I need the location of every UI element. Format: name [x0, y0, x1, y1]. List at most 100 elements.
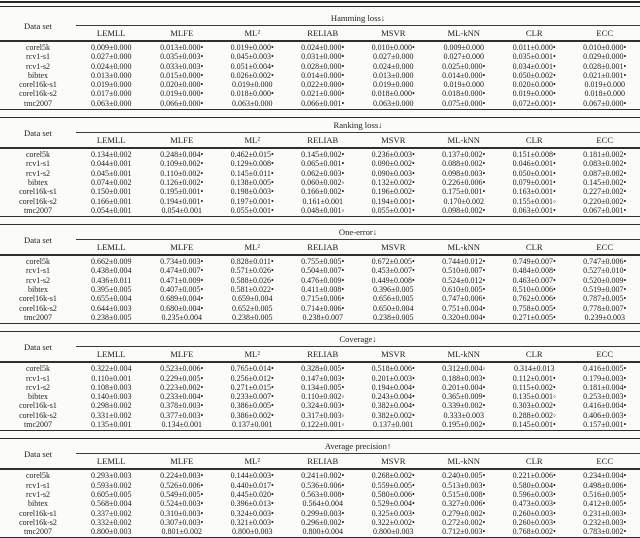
metric-value: 0.333±0.003	[443, 410, 484, 420]
metric-value: 0.272±0.002•	[442, 517, 486, 527]
table-row: corel5k 0.009±0.000 0.013±0.000• 0.019±0.00…	[0, 41, 640, 52]
metric-table-coverage: Data set Coverage↓ LEMLL MLFE ML² RELIAB MSVR M…	[0, 331, 640, 432]
metric-value: 0.022±0.000•	[301, 80, 345, 90]
metric-table-hamming-loss: Data set Hamming loss↓ LEMLL MLFE ML² RELIAB M…	[0, 11, 640, 111]
dataset-name: tmc2007	[24, 527, 52, 537]
table-row: bibtex 0.074±0.002 0.126±0.002• 0.138±0.005…	[0, 178, 640, 187]
metric-value: 0.314±0.013	[514, 364, 555, 374]
metric-value: 0.662±0.009	[91, 257, 132, 267]
metric-value: 0.234±0.004•	[583, 471, 627, 481]
method-column-header: ML²	[217, 25, 288, 42]
dataset-name: rcv1-s2	[26, 61, 50, 71]
metric-value: 0.749±0.007•	[512, 257, 556, 267]
metric-value: 0.260±0.003•	[512, 508, 556, 518]
dataset-name: corel5k	[26, 364, 50, 374]
metric-value: 0.516±0.005•	[583, 489, 627, 499]
metric-value: 0.396±0.013•	[230, 499, 274, 509]
metric-value: 0.238±0.007	[302, 312, 343, 322]
results-table: Data set Hamming loss↓ LEMLL MLFE ML² RELIAB M…	[0, 11, 640, 109]
dataset-name: rcv1-s2	[26, 275, 50, 285]
metric-value: 0.079±0.001•	[512, 177, 556, 187]
metric-value: 0.382±0.004•	[371, 401, 415, 411]
method-column-header: LEMLL	[76, 453, 147, 471]
metric-value: 0.145±0.001•	[512, 420, 556, 430]
metric-value: 0.715±0.006•	[301, 294, 345, 304]
metric-value: 0.112±0.001•	[512, 373, 556, 383]
method-column-header: MLFE	[146, 346, 217, 364]
method-column-header: MSVR	[358, 239, 429, 257]
metric-value: 0.181±0.004•	[583, 382, 627, 392]
metric-value: 0.438±0.004	[91, 266, 132, 276]
metric-value: 0.588±0.026•	[230, 275, 274, 285]
method-column-header: RELIAB	[287, 239, 358, 257]
metric-value: 0.407±0.005•	[160, 285, 204, 295]
metric-value: 0.019±0.000	[373, 80, 414, 90]
metric-value: 0.395±0.005	[91, 285, 132, 295]
metric-value: 0.046±0.001•	[512, 159, 556, 169]
metric-value: 0.734±0.003•	[160, 257, 204, 267]
table-row: tmc2007 0.054±0.001 0.054±0.001 0.055±0.001…	[0, 206, 640, 216]
metric-value: 0.019±0.000•	[160, 89, 204, 99]
metric-value: 0.020±0.000•	[160, 80, 204, 90]
dataset-name: corel16k-s1	[19, 294, 57, 304]
metric-value: 0.137±0.001	[373, 420, 414, 430]
table-row: corel16k-s2 0.332±0.002 0.307±0.003• 0.321±…	[0, 518, 640, 527]
metric-value: 0.157±0.001•	[583, 420, 627, 430]
dataset-name: corel5k	[26, 471, 50, 481]
metric-value: 0.166±0.002•	[301, 187, 345, 197]
metric-value: 0.800±0.003	[91, 527, 132, 537]
metric-value: 0.090±0.003•	[371, 168, 415, 178]
metric-value: 0.013±0.000	[373, 70, 414, 80]
metric-value: 0.253±0.003•	[583, 392, 627, 402]
metric-value: 0.239±0.003	[584, 312, 625, 322]
metric-value: 0.145±0.002•	[583, 177, 627, 187]
dataset-name: corel16k-s1	[19, 80, 57, 90]
metric-value: 0.188±0.003•	[442, 373, 486, 383]
metric-value: 0.088±0.002•	[442, 159, 486, 169]
metric-value: 0.055±0.001•	[371, 205, 415, 215]
metric-value: 0.518±0.006•	[371, 364, 415, 374]
metric-value: 0.783±0.002•	[583, 527, 627, 537]
metric-value: 0.220±0.002•	[583, 196, 627, 206]
metric-value: 0.524±0.012•	[442, 275, 486, 285]
metric-value: 0.510±0.007•	[442, 266, 486, 276]
metric-value: 0.019±0.000•	[230, 43, 274, 52]
metric-value: 0.179±0.003•	[583, 373, 627, 383]
metric-value: 0.324±0.003•	[230, 508, 274, 518]
metric-value: 0.138±0.005•	[230, 177, 274, 187]
method-column-header: ML²	[217, 239, 288, 257]
metric-value: 0.035±0.001•	[512, 52, 556, 62]
metric-value: 0.109±0.002•	[160, 159, 204, 169]
metric-value: 0.563±0.008•	[301, 489, 345, 499]
metric-value: 0.744±0.012•	[442, 257, 486, 267]
table-row: rcv1-s1 0.027±0.000 0.035±0.003• 0.045±0.00…	[0, 52, 640, 61]
metric-value: 0.307±0.003•	[160, 517, 204, 527]
dataset-name: bibtex	[28, 285, 48, 295]
metric-value: 0.271±0.005•	[512, 312, 556, 322]
method-column-header: ECC	[569, 132, 640, 150]
metric-value: 0.024±0.000	[373, 61, 414, 71]
dataset-name: corel16k-s2	[19, 410, 57, 420]
metric-value: 0.712±0.003•	[442, 527, 486, 537]
metric-title: One-error↓	[76, 225, 640, 241]
dataset-name: corel16k-s1	[19, 187, 57, 197]
metric-value: 0.019±0.000	[232, 80, 273, 90]
method-column-header: CLR	[499, 25, 570, 42]
dataset-name: corel5k	[26, 43, 50, 52]
metric-value: 0.198±0.003•	[230, 187, 274, 197]
metric-value: 0.296±0.002•	[301, 517, 345, 527]
metric-value: 0.520±0.009•	[583, 275, 627, 285]
metric-value: 0.163±0.001•	[512, 187, 556, 197]
metric-value: 0.656±0.005	[373, 294, 414, 304]
results-table: Data set Average precision↑ LEMLL MLFE ML² RE…	[0, 439, 640, 537]
dataset-name: corel16k-s2	[19, 89, 57, 99]
method-column-header: RELIAB	[287, 132, 358, 150]
metric-value: 0.526±0.006•	[160, 480, 204, 490]
metric-value: 0.659±0.004	[232, 294, 273, 304]
table-row: corel16k-s1 0.337±0.002 0.310±0.003• 0.324±…	[0, 509, 640, 518]
table-row: corel5k 0.662±0.009 0.734±0.003• 0.828±0.01…	[0, 255, 640, 266]
metric-value: 0.126±0.002•	[160, 177, 204, 187]
metric-value: 0.060±0.002◦	[301, 177, 345, 187]
metric-value: 0.067±0.001•	[583, 205, 627, 215]
metric-title: Hamming loss↓	[76, 11, 640, 26]
